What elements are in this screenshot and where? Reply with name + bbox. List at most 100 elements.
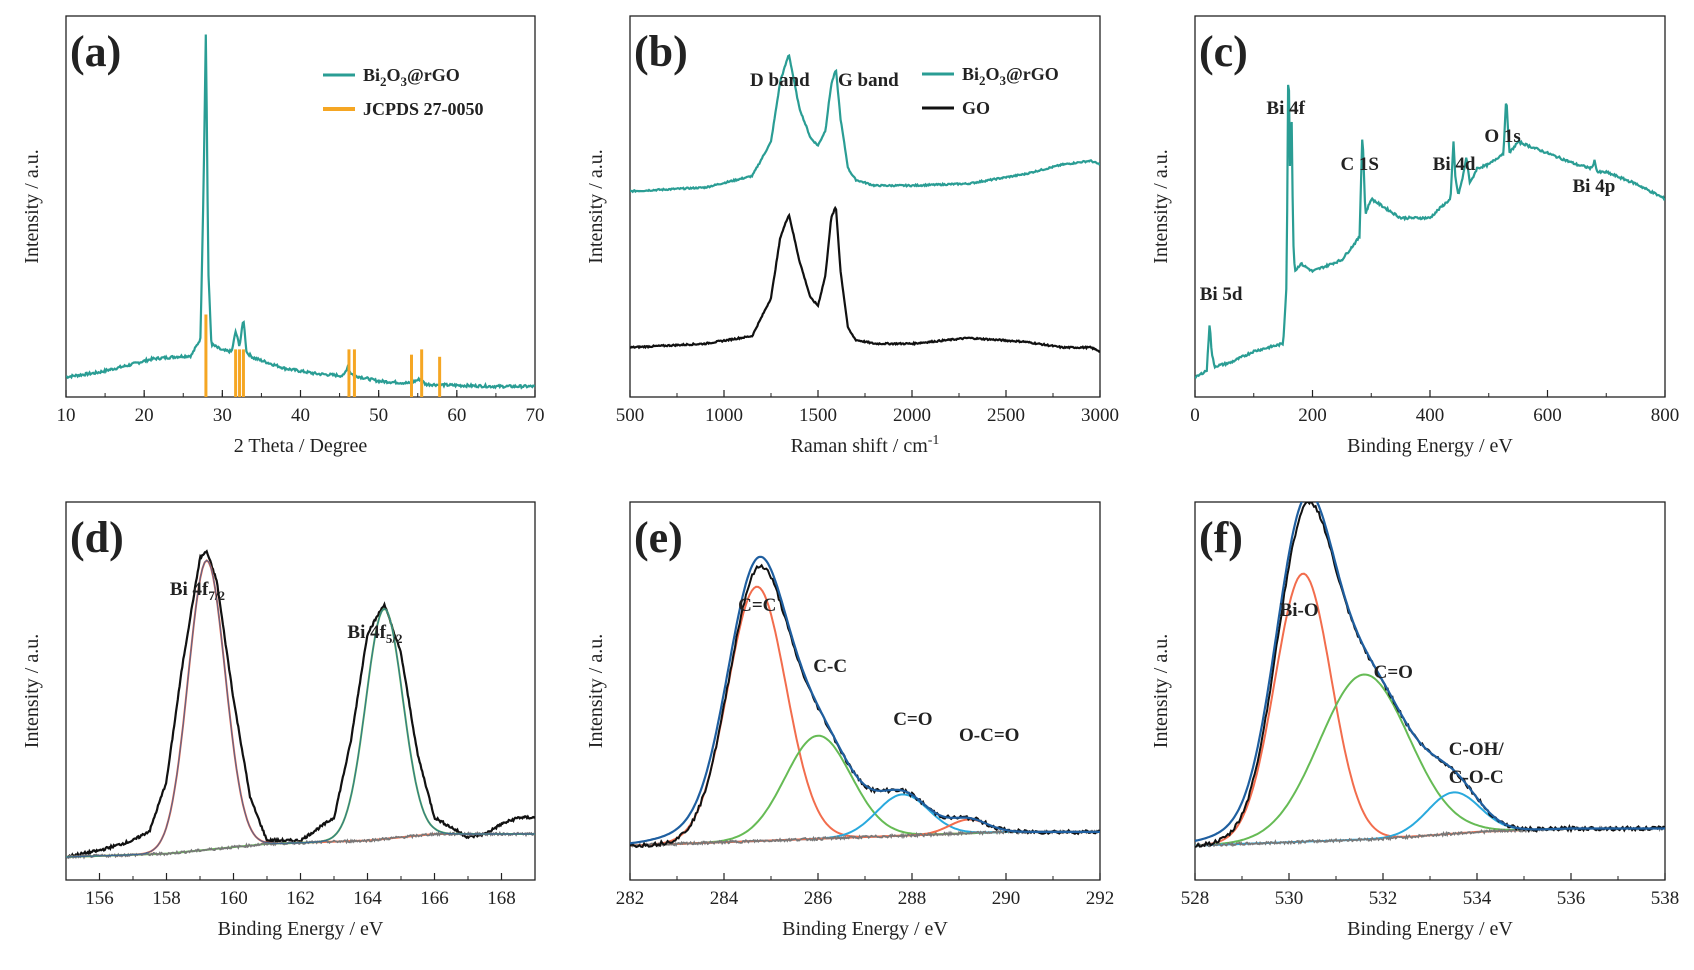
x-axis-title: Binding Energy / eV [782,918,948,940]
subscript: 7/2 [208,588,225,603]
annotation-label: C-OH/ [1449,739,1505,760]
x-axis-title: Binding Energy / eV [218,918,384,940]
fit-peak-line [66,559,535,858]
background-line [630,829,1100,849]
legend-label: Bi2O3@rGO [962,64,1059,88]
series-line [66,34,535,390]
annotation-label: Bi 4f [1266,98,1305,119]
data-line [630,563,1100,849]
panel-a: 10 20 30 40 50 60 70 2 Theta / Degree Intensity … [21,15,545,457]
plot-frame [1194,15,1666,398]
x-tick-label: 286 [804,888,833,909]
x-tick-label: 168 [487,888,516,909]
series-line [1195,84,1665,380]
x-axis-title: 2 Theta / Degree [234,435,368,457]
envelope-line [66,559,535,858]
annotation-label: O-C=O [959,725,1019,746]
series-layer [1195,84,1665,380]
panel-label: (c) [1199,27,1248,76]
envelope-line [630,555,1100,845]
x-tick-label: 292 [1086,888,1115,909]
annotation-label: Bi 4p [1573,176,1616,197]
x-tick-label: 160 [219,888,248,909]
panel-label: (b) [634,27,688,76]
series-layer [66,34,535,397]
annotation-label: Bi-O [1280,600,1319,621]
annotation-label: Bi 4f7/2 [170,579,225,603]
x-tick-label: 288 [898,888,927,909]
x-tick-label: 166 [420,888,449,909]
x-tick-label: 2500 [987,405,1025,426]
x-axis-title: Binding Energy / eV [1347,435,1513,457]
annotation-label: Bi 4f5/2 [347,622,402,646]
fit-peak-line [1195,791,1665,847]
y-axis-title: Intensity / a.u. [21,634,43,748]
annotation-label: C-O-C [1449,767,1504,788]
x-tick-label: 158 [152,888,181,909]
x-tick-label: 800 [1651,405,1680,426]
x-tick-label: 50 [369,405,388,426]
plot-frame [65,501,536,881]
subscript: 3 [1000,73,1007,88]
series-line [66,549,535,859]
x-tick-label: 1500 [799,405,837,426]
x-tick-label: 290 [992,888,1021,909]
subscript: 2 [979,73,986,88]
legend-text: O [986,64,1000,84]
x-tick-label: 538 [1651,888,1680,909]
panel-label: (d) [70,513,124,562]
y-axis-title: Intensity / a.u. [585,149,607,263]
fit-peak-line [630,585,1100,847]
series-line [630,53,1100,194]
plot-frame [1194,501,1666,881]
x-tick-label: 528 [1181,888,1210,909]
annotation-label: C-C [813,656,847,677]
data-line [1195,502,1665,848]
x-tick-label: 536 [1557,888,1586,909]
x-tick-label: 534 [1463,888,1492,909]
x-tick-label: 162 [286,888,315,909]
x-tick-label: 70 [526,405,545,426]
series-layer [66,549,535,860]
annotation-label: Bi 5d [1200,284,1243,305]
annotation-label: C=O [893,709,932,730]
panel-b: 500 1000 1500 2000 2500 3000 Raman shift / cm-… [585,15,1119,457]
legend-text: Bi [962,64,979,84]
x-tick-label: 500 [616,405,645,426]
x-tick-label: 3000 [1081,405,1119,426]
envelope-line [1195,502,1665,842]
x-tick-label: 532 [1369,888,1398,909]
subscript: 2 [380,74,387,89]
panel-f: 528 530 532 534 536 538 Binding Energy / eV Int… [1150,501,1680,940]
annotation-text: Bi 4f [170,579,209,600]
x-tick-label: 156 [85,888,114,909]
series-layer [630,53,1100,353]
annotation-label: G band [838,70,899,91]
x-tick-label: 530 [1275,888,1304,909]
x-tick-label: 40 [291,405,310,426]
legend-text: Bi [363,65,380,85]
legend-text: @rGO [407,65,460,85]
panel-label: (e) [634,513,683,562]
annotation-label: O 1s [1484,126,1520,147]
series-layer [630,555,1100,849]
x-tick-label: 282 [616,888,645,909]
legend-text: O [387,65,401,85]
panel-d: 156 158 160 162 164 166 168 Binding Energy / eV… [21,501,536,940]
y-axis-title: Intensity / a.u. [585,634,607,748]
annotation-label: D band [750,70,810,91]
x-tick-label: 1000 [705,405,743,426]
panel-e: 282 284 286 288 290 292 Binding Energy / eV Int… [585,501,1115,940]
annotation-label: Bi 4d [1433,154,1476,175]
panel-c: 0 200 400 600 800 Binding Energy / eV Intensit… [1150,15,1680,457]
x-axis-title: Raman shift / cm-1 [791,433,940,457]
plot-frame [65,15,536,398]
series-layer [1195,502,1665,848]
annotation-label: C 1S [1340,154,1379,175]
subscript: 3 [401,74,408,89]
y-axis-title: Intensity / a.u. [1150,634,1172,748]
x-tick-label: 10 [57,405,76,426]
legend-label: GO [962,98,990,118]
panel-label: (a) [70,27,121,76]
